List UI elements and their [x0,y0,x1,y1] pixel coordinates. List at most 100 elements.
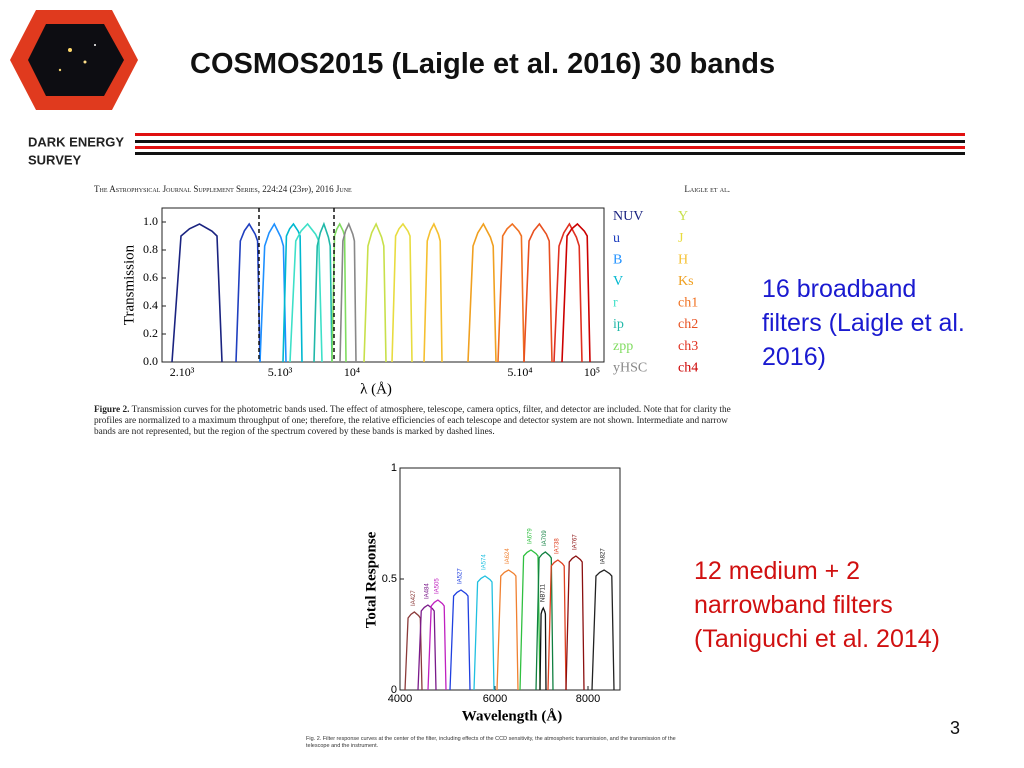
filter-label: IA738 [555,538,561,554]
logo-text: DARK ENERGY [28,134,124,149]
filter-curve [535,551,554,691]
filter-curve [523,222,553,363]
x-tick-label: 2.10³ [170,365,195,379]
filter-curve [519,549,541,691]
logo-star [68,48,72,52]
filter-curve [282,222,303,363]
legend-entry: u [613,231,620,246]
x-tick-label: 6000 [483,693,507,705]
filter-curve [339,221,357,363]
filter-curve [473,575,495,691]
x-tick-label: 8000 [576,693,600,705]
y-tick-label: 0.4 [143,298,158,312]
running-head: Laigle et al. [684,184,730,194]
filter-curve [591,569,615,691]
logo-text: SURVEY [28,152,82,167]
filter-label: IA709 [542,530,548,546]
filter-curve [423,222,443,363]
x-tick-label: 5.10⁴ [507,365,532,379]
filter-curve [391,222,413,363]
legend-entry: J [678,231,684,246]
figure-caption: Figure 2. Transmission curves for the ph… [94,405,734,438]
header-rule [135,152,965,155]
page-number: 3 [950,718,961,738]
filter-label: IA505 [435,578,441,594]
logo-image [28,24,124,96]
y-tick-label: 0 [391,684,397,696]
logo-star [94,44,96,46]
filter-label: IA574 [482,554,488,570]
slide-title: COSMOS2015 (Laigle et al. 2016) 30 bands [190,48,776,80]
legend-entry: zpp [613,339,633,354]
filter-curve [259,222,287,363]
filter-curve [417,604,437,691]
filter-curve [313,221,333,363]
legend-entry: H [678,252,688,267]
legend-entry: yHSC [613,360,647,375]
y-tick-label: 0.2 [143,326,158,340]
figure-caption: Fig. 2. Filter response curves at the ce… [306,736,676,749]
legend-entry: ch1 [678,296,698,311]
annotation: 16 broadband filters (Laigle et al. 2016… [762,275,965,371]
caption-label: Figure 2. [94,405,130,415]
filter-curve [427,599,447,691]
annotation: 12 medium + 2 narrowband filters (Tanigu… [694,557,940,653]
y-tick-label: 1 [391,462,397,474]
logo-star [58,68,62,72]
x-axis-label: Wavelength (Å) [462,708,562,724]
legend-entry: B [613,252,622,267]
filter-label: IA679 [528,528,534,544]
filter-label: IA484 [425,583,431,599]
y-tick-label: 0.0 [143,354,158,368]
y-tick-label: 0.6 [143,270,158,284]
legend-entry: NUV [613,209,643,224]
filter-curve [363,222,387,363]
filter-curve [565,555,585,691]
filter-curve [449,589,471,691]
y-tick-label: 0.5 [382,573,397,585]
filter-curve [539,606,547,691]
x-axis-label: λ (Å) [360,381,392,397]
legend-entry: ch2 [678,317,698,332]
y-axis-label: Total Response [363,531,379,628]
filter-curve [497,222,525,363]
legend-entry: Ks [678,274,694,289]
header-rule [135,133,965,136]
legend-entry: ch3 [678,339,698,354]
x-tick-label: 10⁵ [584,365,600,379]
x-tick-label: 10⁴ [344,365,360,379]
legend-entry: ip [613,317,624,332]
header-rule [135,146,965,149]
header-rule [135,140,965,143]
filter-label: IA427 [411,590,417,606]
filter-curve [467,222,497,363]
filter-curve [547,559,567,691]
filter-curve [171,223,223,363]
y-tick-label: 1.0 [143,214,158,228]
filter-curve [553,222,583,363]
filter-curve [235,222,261,363]
filter-label: IA767 [573,534,579,550]
legend-entry: r [613,296,618,311]
logo-star [83,60,87,64]
y-tick-label: 0.8 [143,242,158,256]
y-axis-label: Transmission [121,244,137,325]
plot-frame [161,207,605,363]
filter-label: IA827 [601,548,607,564]
legend-entry: Y [678,209,688,224]
filter-label: IA527 [458,568,464,584]
filter-curve [496,569,519,691]
running-head: The Astrophysical Journal Supplement Ser… [94,184,352,194]
filter-label: IA624 [505,548,511,564]
filter-label: NB711 [541,583,547,602]
legend-entry: ch4 [678,360,698,375]
filter-curve [561,222,591,363]
legend-entry: V [613,274,623,289]
filter-curve [404,611,423,691]
x-tick-label: 5.10³ [268,365,293,379]
plot-frame [399,467,621,691]
x-tick-label: 4000 [388,693,412,705]
caption-text: Transmission curves for the photometric … [94,405,731,437]
